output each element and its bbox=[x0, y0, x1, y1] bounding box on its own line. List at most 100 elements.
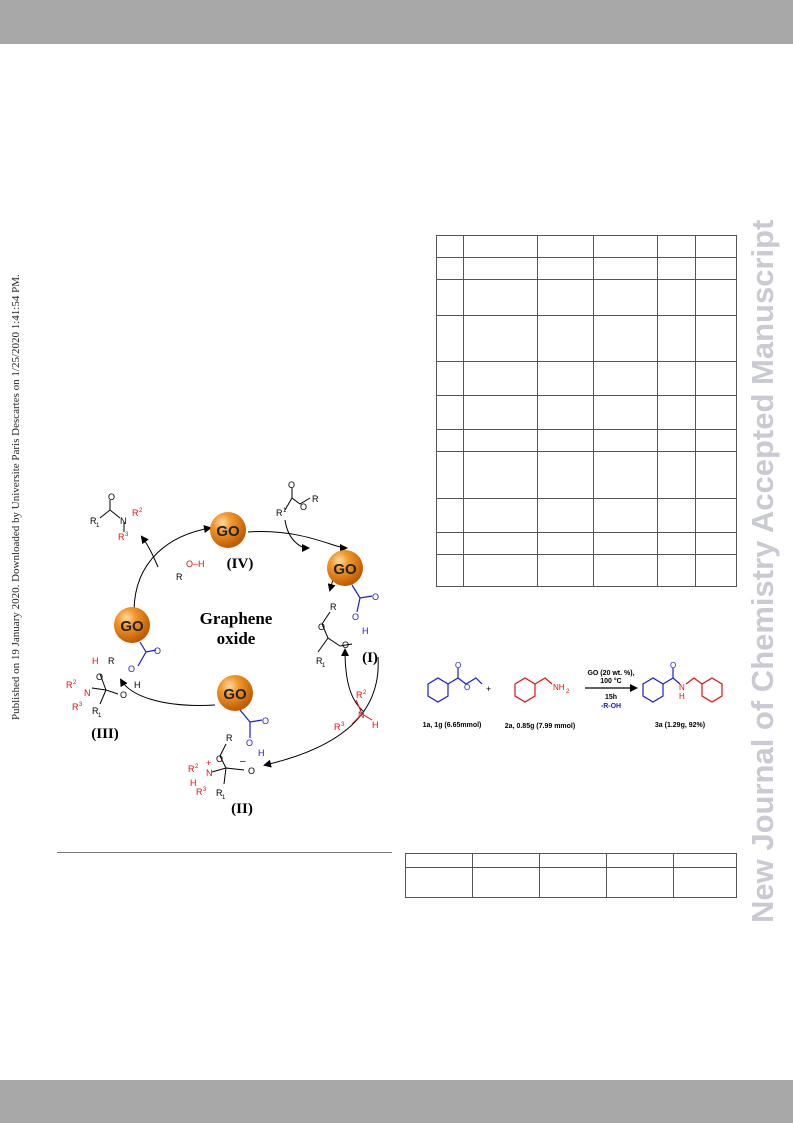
svg-text:O: O bbox=[216, 754, 223, 764]
go-sphere-III: GO bbox=[114, 607, 150, 643]
svg-text:R: R bbox=[92, 706, 99, 716]
svg-text:O: O bbox=[128, 664, 135, 674]
svg-text:N: N bbox=[679, 683, 685, 692]
cycle-title-line1: Graphene bbox=[200, 609, 273, 628]
svg-text:R: R bbox=[312, 494, 319, 504]
stage-I-label: (I) bbox=[362, 650, 378, 666]
svg-text:R: R bbox=[72, 702, 79, 712]
go-label-IV: GO bbox=[216, 523, 240, 540]
svg-text:R: R bbox=[316, 656, 323, 666]
stage-II-label: (II) bbox=[231, 801, 253, 817]
svg-text:R: R bbox=[196, 787, 203, 797]
svg-text:O: O bbox=[455, 661, 461, 670]
conditions-line3: 15h bbox=[605, 694, 617, 701]
svg-text:1: 1 bbox=[96, 523, 100, 529]
svg-text:R: R bbox=[66, 680, 73, 690]
cycle-arrow-right bbox=[263, 656, 379, 768]
amine-in-arrow bbox=[341, 648, 365, 713]
svg-text:R: R bbox=[216, 788, 223, 798]
svg-text:1: 1 bbox=[322, 663, 326, 669]
svg-text:O: O bbox=[246, 738, 253, 748]
svg-text:R: R bbox=[330, 602, 337, 612]
svg-text:O: O bbox=[96, 672, 103, 682]
svg-text:2: 2 bbox=[139, 508, 143, 514]
cycle-arrow-left bbox=[133, 525, 212, 611]
svg-text:2: 2 bbox=[566, 689, 570, 695]
svg-text:N: N bbox=[84, 688, 91, 698]
go-label-III: GO bbox=[120, 618, 144, 635]
go-label-II: GO bbox=[223, 686, 247, 703]
svg-text:R: R bbox=[118, 532, 125, 542]
reactant-1-label: 1a, 1g (6.65mmol) bbox=[423, 722, 482, 729]
svg-text:2: 2 bbox=[73, 680, 77, 686]
cycle-arrow-top-right bbox=[247, 530, 348, 552]
svg-text:H: H bbox=[362, 626, 369, 636]
svg-text:O: O bbox=[154, 646, 161, 656]
reactant-1-structure bbox=[427, 668, 483, 703]
plus-sign: + bbox=[486, 684, 491, 694]
conditions-line4: -R-OH bbox=[601, 703, 621, 710]
section-rule bbox=[57, 852, 392, 853]
bottom-bar bbox=[0, 1080, 793, 1123]
go-sphere-I: GO bbox=[327, 550, 363, 586]
go-label-I: GO bbox=[333, 561, 357, 578]
svg-text:R: R bbox=[334, 722, 341, 732]
svg-text:R: R bbox=[176, 572, 183, 582]
svg-text:NH: NH bbox=[553, 683, 565, 692]
svg-text:O: O bbox=[248, 766, 255, 776]
product-label: 3a (1.29g, 92%) bbox=[655, 722, 705, 729]
svg-text:O: O bbox=[464, 683, 470, 692]
svg-text:H: H bbox=[679, 692, 685, 701]
svg-text:O: O bbox=[288, 480, 295, 490]
svg-text:+: + bbox=[206, 758, 211, 768]
cycle-arrow-bottom-left bbox=[119, 678, 216, 706]
go-sphere-II: GO bbox=[217, 675, 253, 711]
ester-in-arrow bbox=[284, 519, 310, 552]
svg-text:3: 3 bbox=[125, 532, 129, 538]
svg-text:O: O bbox=[352, 612, 359, 622]
svg-text:H: H bbox=[92, 656, 99, 666]
svg-text:O: O bbox=[108, 492, 115, 502]
svg-text:O: O bbox=[120, 690, 127, 700]
svg-text:R: R bbox=[356, 690, 363, 700]
svg-text:3: 3 bbox=[203, 787, 207, 793]
stage-III-label: (III) bbox=[91, 726, 119, 742]
svg-text:O: O bbox=[262, 716, 269, 726]
conditions-line2: 100 °C bbox=[600, 677, 621, 685]
svg-text:H: H bbox=[258, 748, 265, 758]
svg-text:O–H: O–H bbox=[186, 559, 205, 569]
svg-text:N: N bbox=[120, 516, 127, 526]
svg-text:2: 2 bbox=[195, 764, 199, 770]
svg-text:N: N bbox=[358, 710, 365, 720]
svg-text:R: R bbox=[188, 764, 195, 774]
svg-text:H: H bbox=[134, 680, 141, 690]
svg-text:R: R bbox=[132, 508, 139, 518]
svg-text:O: O bbox=[342, 640, 349, 650]
svg-text:R: R bbox=[276, 508, 283, 518]
svg-text:3: 3 bbox=[341, 722, 345, 728]
reactant-2-structure bbox=[514, 677, 553, 703]
stage-IV-label: (IV) bbox=[227, 556, 254, 572]
svg-text:R: R bbox=[108, 656, 115, 666]
empty-table-2 bbox=[405, 853, 737, 898]
svg-text:1: 1 bbox=[283, 508, 287, 514]
cycle-title-line2: oxide bbox=[217, 629, 256, 648]
top-bar bbox=[0, 0, 793, 44]
svg-text:1: 1 bbox=[98, 713, 102, 719]
conditions-line1: GO (20 wt. %), bbox=[587, 670, 634, 677]
product-structure bbox=[642, 668, 723, 703]
svg-text:H: H bbox=[372, 720, 379, 730]
svg-text:1: 1 bbox=[222, 795, 226, 801]
svg-text:R: R bbox=[90, 516, 97, 526]
stage-I-carboxyl bbox=[351, 584, 373, 613]
svg-text:2: 2 bbox=[363, 690, 367, 696]
svg-text:O: O bbox=[300, 502, 307, 512]
svg-text:H: H bbox=[190, 778, 197, 788]
svg-text:O: O bbox=[670, 661, 676, 670]
reactant-2-label: 2a, 0.85g (7.99 mmol) bbox=[505, 723, 575, 730]
svg-text:O: O bbox=[318, 622, 325, 632]
svg-text:–: – bbox=[240, 756, 246, 767]
svg-text:O: O bbox=[372, 592, 379, 602]
